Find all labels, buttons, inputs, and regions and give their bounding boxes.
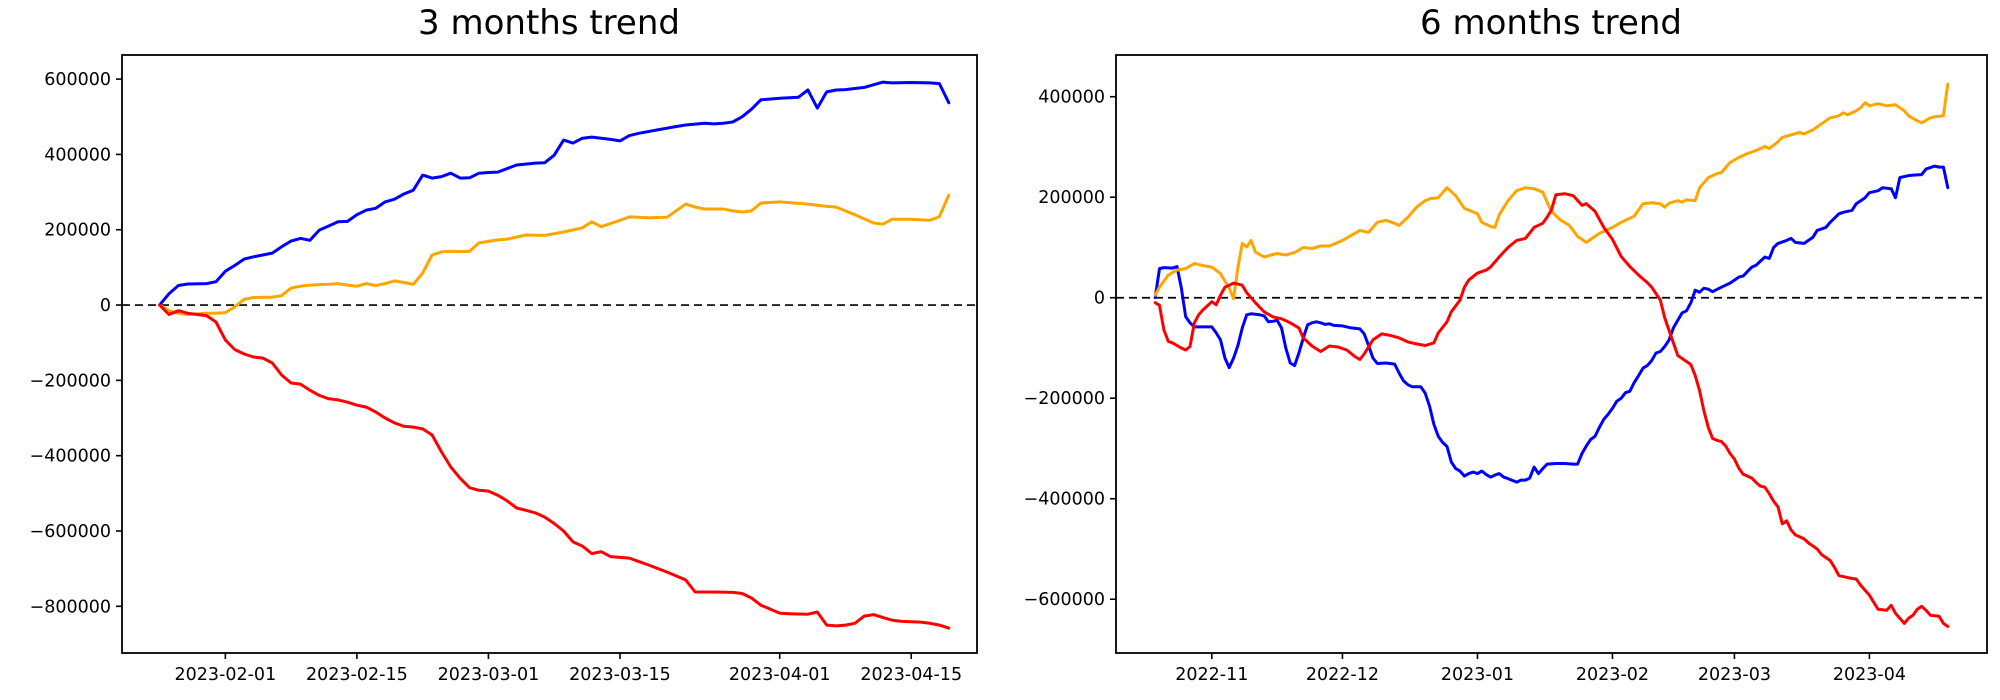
y-tick-label: −400000: [1024, 490, 1105, 510]
series-line-red: [1153, 192, 1950, 628]
y-tick-label: −200000: [30, 371, 111, 391]
x-tick-label: 2023-02: [1576, 665, 1649, 685]
x-tick-label: 2022-12: [1306, 665, 1379, 685]
chart-title-3-months: 3 months trend: [418, 3, 680, 43]
axes-frame: [121, 54, 978, 654]
axes-frame: [1115, 54, 1988, 654]
x-tick-label: 2023-04-15: [860, 665, 962, 685]
series-line-red: [158, 303, 951, 630]
y-tick-label: −600000: [30, 522, 111, 542]
series-line-orange: [1153, 82, 1950, 301]
x-tick-label: 2023-02-01: [175, 665, 277, 685]
x-tick-label: 2023-01: [1441, 665, 1514, 685]
x-tick-label: 2023-02-15: [306, 665, 408, 685]
plot-layer: 2023-02-01 2023-02-15 2023-03-01 2023-03-15…: [30, 54, 1988, 685]
series-line-orange: [158, 193, 951, 316]
x-tick-label: 2023-03: [1698, 665, 1771, 685]
y-tick-label: −600000: [1024, 590, 1105, 610]
y-tick-label: −200000: [1024, 389, 1105, 409]
y-tick-label: 0: [100, 296, 111, 316]
y-tick-label: −800000: [30, 597, 111, 617]
series-line-blue: [1153, 164, 1950, 484]
x-tick-label: 2023-04: [1833, 665, 1906, 685]
y-tick-label: −400000: [30, 447, 111, 467]
y-tick-label: 400000: [1038, 88, 1105, 108]
y-tick-label: 200000: [44, 221, 111, 241]
chart-title-6-months: 6 months trend: [1420, 3, 1682, 43]
series-line-blue: [158, 80, 951, 307]
x-tick-label: 2023-04-01: [729, 665, 831, 685]
x-tick-label: 2023-03-15: [569, 665, 671, 685]
y-tick-label: 400000: [44, 145, 111, 165]
y-tick-label: 0: [1094, 289, 1105, 309]
x-tick-label: 2023-03-01: [438, 665, 540, 685]
x-tick-label: 2022-11: [1175, 665, 1248, 685]
y-tick-label: 600000: [44, 70, 111, 90]
y-tick-label: 200000: [1038, 188, 1105, 208]
